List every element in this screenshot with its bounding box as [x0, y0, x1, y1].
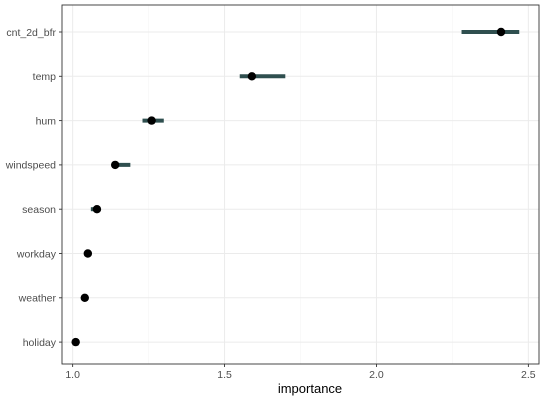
y-tick-label-cnt_2d_bfr: cnt_2d_bfr: [6, 27, 56, 39]
importance-point-workday: [83, 249, 93, 258]
importance-point-weather: [80, 293, 89, 302]
y-tick-label-weather: weather: [18, 293, 57, 305]
panel-border: [61, 4, 540, 365]
x-axis: 1.0 1.5 2.0 2.5: [65, 364, 536, 381]
x-tick-label: 1.0: [65, 369, 80, 381]
y-tick-label-season: season: [22, 204, 56, 216]
grid-layer: [62, 5, 539, 364]
x-tick-label: 1.5: [217, 369, 232, 381]
x-tick-label: 2.5: [521, 369, 536, 381]
y-tick-label-workday: workday: [16, 248, 57, 260]
importance-point-hum: [147, 116, 156, 125]
y-tick-label-windspeed: windspeed: [5, 160, 56, 172]
importance-point-windspeed: [110, 160, 120, 170]
x-tick-label: 2.0: [369, 369, 384, 381]
importance-point-temp: [247, 72, 257, 81]
point-layer: [71, 27, 506, 347]
x-axis-title: importance: [278, 381, 342, 396]
y-tick-label-holiday: holiday: [23, 337, 57, 349]
y-tick-label-temp: temp: [33, 71, 57, 83]
importance-point-holiday: [71, 337, 80, 347]
y-tick-label-hum: hum: [36, 115, 57, 127]
importance-point-season: [92, 205, 102, 214]
importance-point-cnt_2d_bfr: [496, 27, 506, 37]
